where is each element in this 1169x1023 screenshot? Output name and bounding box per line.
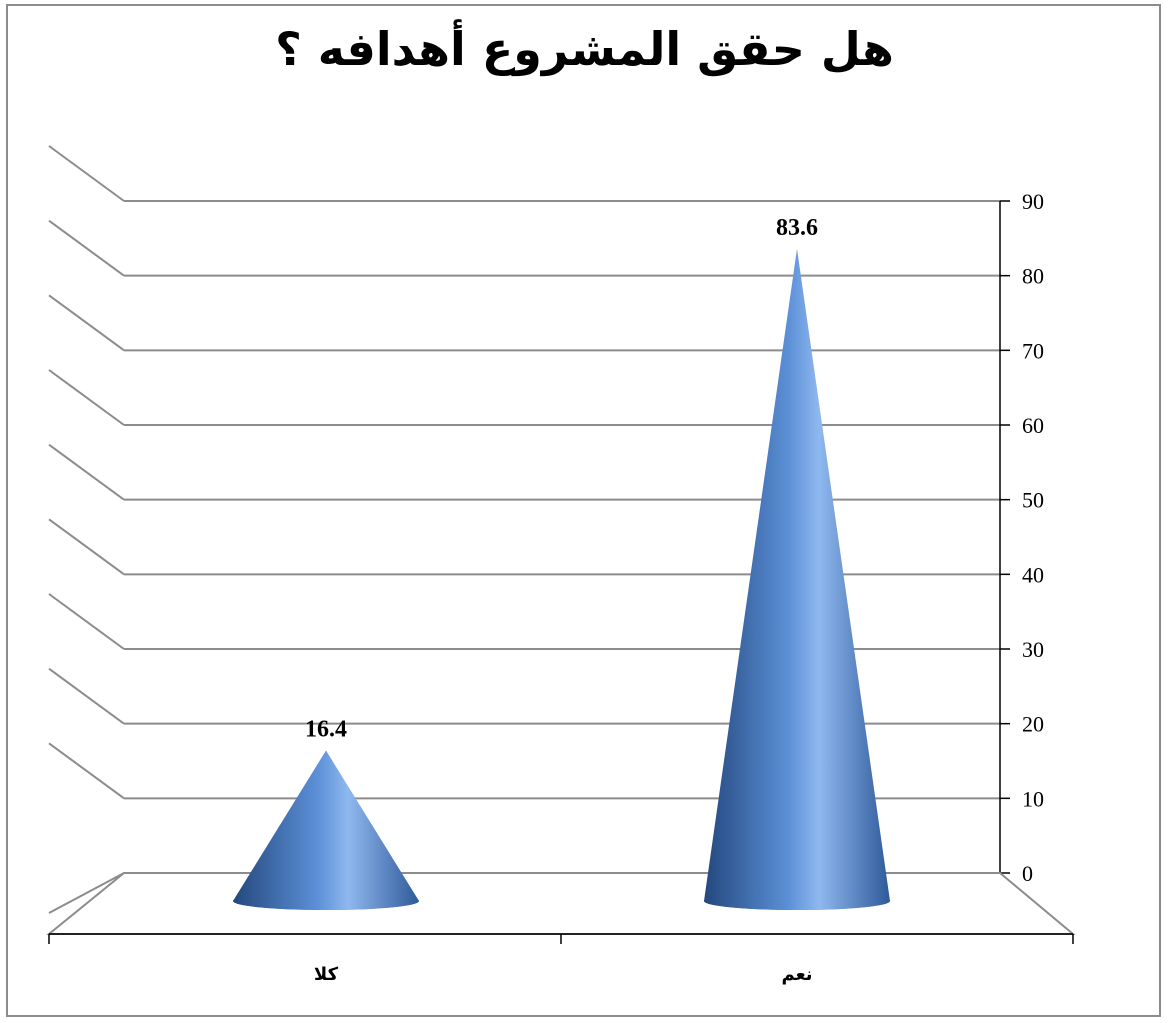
chart-title: هل حقق المشروع أهدافه ؟: [275, 22, 894, 76]
side-wall-line: [48, 369, 125, 426]
y-tick-label: 10: [1022, 786, 1044, 811]
y-tick-label: 80: [1022, 264, 1044, 289]
y-tick-label: 60: [1022, 413, 1044, 438]
side-wall-line: [48, 742, 125, 800]
side-wall-line: [48, 294, 125, 352]
side-wall-line: [48, 667, 125, 725]
y-tick-label: 40: [1022, 562, 1044, 587]
chart-frame: [6, 4, 1161, 1017]
side-wall-line: [48, 593, 125, 650]
cone-bar: [233, 750, 419, 910]
y-tick-label: 50: [1022, 488, 1044, 513]
y-tick-label: 0: [1022, 861, 1033, 886]
side-wall-line: [48, 145, 125, 202]
y-tick-label: 90: [1022, 189, 1044, 214]
side-wall-line: [48, 219, 125, 277]
y-tick-label: 30: [1022, 637, 1044, 662]
side-wall-line: [48, 443, 125, 501]
side-wall-line: [48, 872, 125, 914]
cone-bar: [704, 248, 890, 910]
data-label: 83.6: [776, 215, 818, 241]
y-tick-label: 20: [1022, 712, 1044, 737]
side-wall-line: [48, 518, 125, 576]
data-label: 16.4: [305, 717, 347, 743]
category-label: نعم: [781, 964, 812, 985]
y-tick-label: 70: [1022, 338, 1044, 363]
category-label: كلا: [314, 964, 339, 985]
floor: [46, 872, 1076, 935]
